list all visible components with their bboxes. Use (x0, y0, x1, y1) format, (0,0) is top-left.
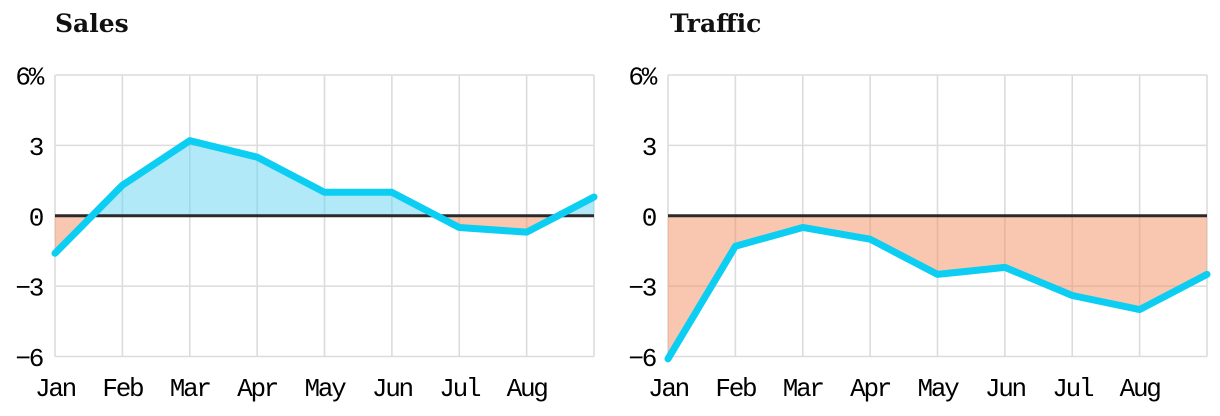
y-tick-label: −3 (15, 274, 42, 304)
chart-panel-sales: Sales 6% 3 0 −3 −6 Jan Feb Mar Apr May Jun Jul Aug (15, 9, 598, 404)
y-tick-label: 6% (15, 63, 44, 93)
x-tick-label: May (918, 374, 960, 404)
chart-panel-traffic: Traffic 6% 3 0 −3 −6 Jan Feb Mar Apr May Jun Jul Aug (610, 0, 1220, 416)
y-tick-label: 6% (628, 63, 657, 93)
area-fill-negative (668, 215, 1207, 359)
data-line (664, 223, 1211, 363)
x-tick-label: Aug (1120, 374, 1161, 404)
x-tick-label: Jul (439, 374, 481, 404)
area-fill-positive (55, 140, 594, 216)
x-tick-label: Feb (715, 374, 756, 404)
x-tick-label: Apr (237, 374, 278, 404)
y-tick-label: 0 (29, 203, 43, 233)
x-tick-label: Jan (648, 374, 689, 404)
data-line (51, 137, 598, 257)
x-tick-label: Apr (850, 374, 891, 404)
y-tick-label: 3 (642, 133, 656, 163)
y-tick-label: −3 (628, 274, 655, 304)
chart-title: Sales (55, 9, 129, 38)
x-tick-label: Jun (372, 374, 413, 404)
chart-title: Traffic (670, 9, 762, 38)
x-tick-label: Feb (102, 374, 143, 404)
y-tick-label: −6 (628, 344, 655, 374)
x-tick-label: Mar (783, 374, 824, 404)
y-tick-label: 3 (29, 133, 43, 163)
x-tick-label: Jun (985, 374, 1026, 404)
x-tick-label: Jul (1052, 374, 1094, 404)
y-tick-label: 0 (642, 203, 656, 233)
y-tick-label: −6 (15, 344, 42, 374)
x-tick-label: May (305, 374, 347, 404)
x-tick-label: Jan (35, 374, 76, 404)
x-tick-label: Aug (507, 374, 548, 404)
x-tick-label: Mar (170, 374, 211, 404)
